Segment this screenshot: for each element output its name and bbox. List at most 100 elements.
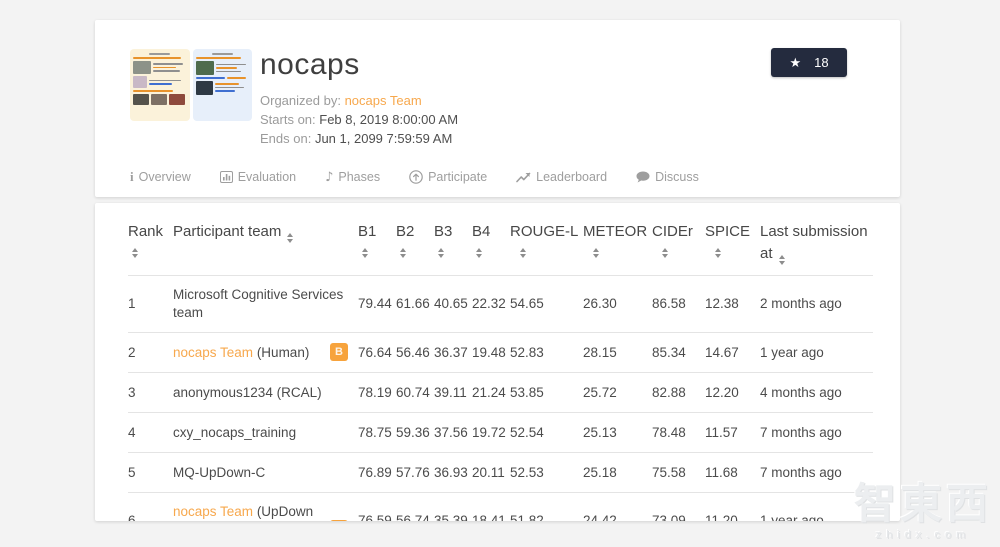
challenge-logo <box>130 49 252 121</box>
sort-icon <box>520 248 526 258</box>
cell-cider: 73.09 <box>652 513 686 521</box>
cell-meteor: 26.30 <box>583 296 617 311</box>
upload-circle-icon <box>409 170 423 184</box>
sort-icon <box>593 248 599 258</box>
table-body: 1 Microsoft Cognitive Services team 79.4… <box>128 276 873 521</box>
column-header-b4[interactable]: B4 <box>472 221 510 265</box>
star-icon: ★ <box>789 55 802 70</box>
cell-cider: 86.58 <box>652 296 686 311</box>
leaderboard-card: Rank Participant team B1 B2 B3 B4 <box>95 203 900 521</box>
cell-meteor: 24.42 <box>583 513 617 521</box>
cell-spice: 12.38 <box>705 296 739 311</box>
cell-rank: 3 <box>128 384 136 400</box>
chat-bubble-icon <box>636 171 650 183</box>
music-note-icon: ♪ <box>325 169 334 185</box>
star-count: 18 <box>814 55 829 70</box>
cell-rank: 2 <box>128 344 136 360</box>
tab-label: Discuss <box>655 170 699 184</box>
challenge-title-block: nocaps Organized by: nocaps Team Starts … <box>260 48 771 148</box>
tab-label: Phases <box>338 170 381 184</box>
column-header-last-submission[interactable]: Last submission at <box>760 221 873 265</box>
tab-participate[interactable]: Participate <box>409 170 487 198</box>
column-header-b3[interactable]: B3 <box>434 221 472 265</box>
table-row: 5 MQ-UpDown-C 76.89 57.76 36.93 20.11 52… <box>128 453 873 493</box>
cell-rouge-l: 52.54 <box>510 424 544 440</box>
sort-icon <box>438 248 444 258</box>
cell-b4: 19.72 <box>472 424 506 440</box>
cell-team: MQ-UpDown-C <box>173 464 358 482</box>
cell-b2: 59.36 <box>396 424 430 440</box>
baseline-badge: B <box>330 520 348 521</box>
tab-label: Leaderboard <box>536 170 608 184</box>
cell-spice: 11.20 <box>705 513 738 521</box>
info-icon: i <box>130 169 134 184</box>
cell-spice: 11.57 <box>705 424 738 440</box>
team-link[interactable]: nocaps Team <box>173 344 254 360</box>
cell-b4: 19.48 <box>472 344 506 360</box>
cell-b2: 56.74 <box>396 513 430 521</box>
table-row: 1 Microsoft Cognitive Services team 79.4… <box>128 276 873 333</box>
table-row: 6 nocaps Team (UpDown + ELMo + CBS) B 76… <box>128 493 873 521</box>
sort-icon <box>400 248 406 258</box>
sort-icon <box>778 255 785 265</box>
column-header-meteor[interactable]: METEOR <box>583 221 652 265</box>
tab-discuss[interactable]: Discuss <box>636 170 699 198</box>
cell-rouge-l: 54.65 <box>510 296 544 311</box>
cell-spice: 12.20 <box>705 384 739 400</box>
cell-last-submission: 4 months ago <box>760 384 842 400</box>
ends-label: Ends on: <box>260 131 312 146</box>
sort-icon <box>287 233 294 243</box>
team-name: MQ-UpDown-C <box>173 464 266 480</box>
challenge-header-card: nocaps Organized by: nocaps Team Starts … <box>95 20 900 197</box>
cell-spice: 14.67 <box>705 344 739 360</box>
cell-b4: 21.24 <box>472 384 506 400</box>
cell-rank: 6 <box>128 513 136 521</box>
cell-b1: 76.64 <box>358 344 392 360</box>
column-header-rouge-l[interactable]: ROUGE-L <box>510 221 583 265</box>
sort-icon <box>715 248 721 258</box>
column-header-participant-team[interactable]: Participant team <box>173 221 358 265</box>
cell-team: nocaps Team (UpDown + ELMo + CBS) B <box>173 503 358 521</box>
tab-label: Evaluation <box>237 170 297 184</box>
team-name: cxy_nocaps_training <box>173 424 297 440</box>
cell-b1: 78.19 <box>358 384 392 400</box>
cell-b1: 78.75 <box>358 424 392 440</box>
cell-b1: 76.59 <box>358 513 392 521</box>
cell-b2: 57.76 <box>396 464 430 480</box>
cell-b3: 36.37 <box>434 344 468 360</box>
cell-meteor: 25.13 <box>583 424 617 440</box>
cell-rank: 4 <box>128 424 136 440</box>
column-header-spice[interactable]: SPICE <box>705 221 760 265</box>
starts-line: Starts on: Feb 8, 2019 8:00:00 AM <box>260 110 771 129</box>
cell-last-submission: 1 year ago <box>760 513 824 521</box>
ends-value: Jun 1, 2099 7:59:59 AM <box>314 131 453 146</box>
cell-b3: 39.11 <box>434 384 467 400</box>
cell-rouge-l: 53.85 <box>510 384 544 400</box>
column-header-b2[interactable]: B2 <box>396 221 434 265</box>
table-row: 3 anonymous1234 (RCAL) 78.19 60.74 39.11… <box>128 373 873 413</box>
sort-icon <box>476 248 482 258</box>
cell-team: anonymous1234 (RCAL) <box>173 384 358 402</box>
cell-b1: 79.44 <box>358 296 392 311</box>
column-header-b1[interactable]: B1 <box>358 221 396 265</box>
cell-b4: 20.11 <box>472 464 505 480</box>
cell-b3: 36.93 <box>434 464 468 480</box>
tab-phases[interactable]: ♪ Phases <box>325 170 380 199</box>
tab-label: Participate <box>428 170 488 184</box>
cell-cider: 85.34 <box>652 344 686 360</box>
column-header-cider[interactable]: CIDEr <box>652 221 705 265</box>
tab-overview[interactable]: i Overview <box>130 169 191 199</box>
starts-label: Starts on: <box>260 112 316 127</box>
star-button[interactable]: ★ 18 <box>771 48 847 77</box>
cell-meteor: 28.15 <box>583 344 617 360</box>
team-link[interactable]: nocaps Team <box>173 504 254 519</box>
challenge-tabs: i Overview Evaluation ♪ Phases Participa… <box>130 169 867 199</box>
organizer-link[interactable]: nocaps Team <box>344 93 422 108</box>
cell-rouge-l: 52.83 <box>510 344 544 360</box>
column-header-rank[interactable]: Rank <box>128 221 173 265</box>
tab-leaderboard[interactable]: Leaderboard <box>516 170 607 198</box>
tab-evaluation[interactable]: Evaluation <box>219 170 297 198</box>
cell-team: Microsoft Cognitive Services team <box>173 286 358 322</box>
sort-icon <box>362 248 368 258</box>
cell-b2: 56.46 <box>396 344 430 360</box>
